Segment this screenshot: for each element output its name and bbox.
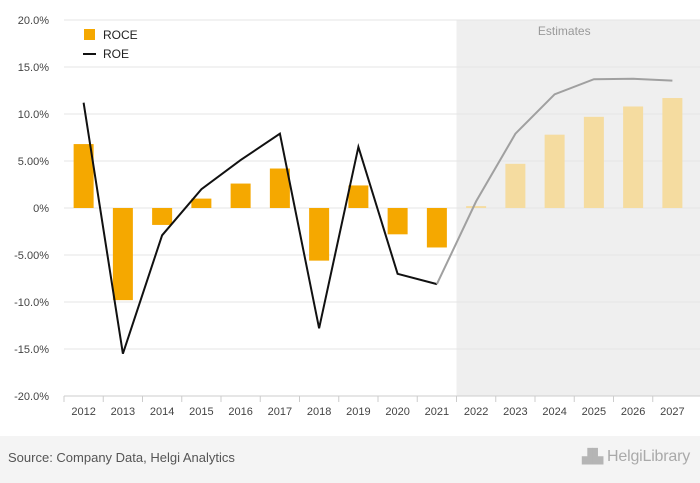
x-tick-label: 2021 — [425, 406, 449, 418]
roce-bar — [112, 208, 133, 301]
roe-line-estimate — [435, 77, 673, 285]
x-tick-label: 2012 — [71, 406, 95, 418]
y-tick-label: -20.0% — [14, 391, 49, 403]
y-tick-label: -5.00% — [14, 250, 49, 262]
source-note: Source: Company Data, Helgi Analytics — [8, 450, 235, 465]
roce-bar — [583, 116, 604, 208]
x-tick-label: 2022 — [464, 406, 488, 418]
legend-roe-label: ROE — [103, 47, 129, 61]
chart: Estimates -20.0% -15.0% -10.0% -5.00% 0% 5.00%… — [14, 15, 700, 418]
x-tick-label: 2014 — [150, 406, 174, 418]
helgi-logo-icon: ▟▙ — [581, 448, 604, 464]
chart-card: Estimates -20.0% -15.0% -10.0% -5.00% 0% 5.00%… — [0, 0, 700, 436]
y-tick-label: 0% — [33, 203, 49, 215]
roce-bar — [73, 144, 94, 208]
roce-bar — [466, 206, 487, 208]
x-tick-label: 2015 — [189, 406, 213, 418]
roce-bar — [309, 208, 330, 261]
x-tick-label: 2020 — [385, 406, 409, 418]
roce-bar — [152, 208, 173, 225]
legend-roce-label: ROCE — [103, 28, 138, 42]
x-tick-label: 2027 — [660, 406, 684, 418]
legend-roce-swatch — [84, 29, 95, 40]
brand-name: HelgiLibrary — [607, 448, 690, 465]
y-tick-label: -10.0% — [14, 297, 49, 309]
roce-bar — [230, 183, 251, 208]
x-tick-label: 2019 — [346, 406, 370, 418]
x-tick-label: 2013 — [111, 406, 135, 418]
roce-bar — [544, 134, 565, 208]
roe-line-actual — [82, 102, 438, 355]
y-tick-label: 15.0% — [18, 62, 49, 74]
roce-bar — [269, 168, 290, 208]
brand-logo: ▟▙ HelgiLibrary — [582, 448, 690, 466]
x-tick-label: 2024 — [542, 406, 566, 418]
roce-bar — [387, 208, 408, 235]
roce-bar — [623, 106, 644, 208]
x-tick-label: 2025 — [582, 406, 606, 418]
x-tick-label: 2017 — [268, 406, 292, 418]
estimates-label: Estimates — [538, 24, 591, 38]
y-tick-label: 20.0% — [18, 15, 49, 27]
roce-bar — [505, 163, 526, 208]
y-tick-label: -15.0% — [14, 344, 49, 356]
y-tick-label: 5.00% — [18, 156, 49, 168]
x-tick-label: 2016 — [228, 406, 252, 418]
x-tick-label: 2023 — [503, 406, 527, 418]
roce-bar — [191, 198, 212, 208]
roce-bar — [348, 185, 369, 208]
roce-bar — [426, 208, 447, 248]
x-tick-label: 2018 — [307, 406, 331, 418]
x-tick-label: 2026 — [621, 406, 645, 418]
roce-bar — [662, 98, 683, 208]
y-tick-label: 10.0% — [18, 109, 49, 121]
